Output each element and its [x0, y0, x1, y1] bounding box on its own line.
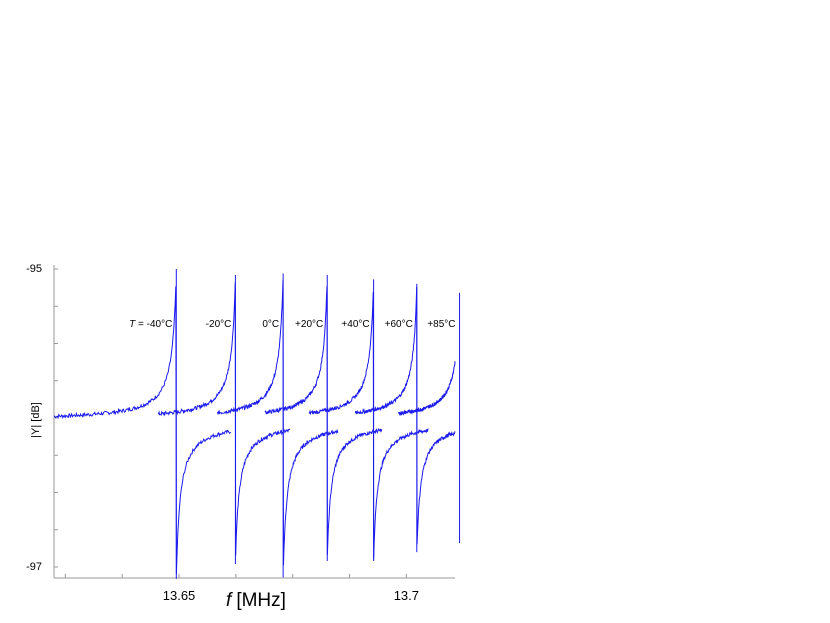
- resonance-curve: [216, 279, 339, 566]
- x-axis-variable: f: [226, 590, 233, 611]
- x-minor-ticks: [64, 574, 407, 578]
- resonance-curve: [157, 282, 291, 556]
- temperature-label: T = -40°C: [129, 319, 172, 330]
- resonance-curve: [53, 286, 232, 574]
- y-tick-label: -97: [26, 561, 42, 573]
- curves: [53, 269, 461, 579]
- y-minor-ticks: [54, 305, 58, 568]
- temperature-label: +40°C: [341, 319, 369, 330]
- temperature-label: 0°C: [262, 319, 279, 330]
- y-tick-label: -95: [26, 263, 42, 275]
- temperature-labels: T = -40°C -20°C 0°C +20°C +40°C +60°C +85°C: [129, 319, 455, 330]
- resonance-curve: [308, 291, 429, 560]
- x-tick-labels: 13.65 13.7: [163, 588, 419, 603]
- y-tick-labels: -95 -97: [26, 263, 58, 573]
- temperature-label: +60°C: [385, 319, 413, 330]
- x-axis-unit: [MHz]: [236, 590, 286, 611]
- temperature-label: -20°C: [206, 319, 232, 330]
- temperature-label: +85°C: [427, 319, 455, 330]
- y-axis-label: |Y| [dB]: [30, 402, 42, 438]
- temperature-label: +20°C: [295, 319, 323, 330]
- x-tick-label: 13.7: [394, 588, 419, 603]
- resonance-curve: [398, 361, 456, 417]
- plot-area: T = -40°C -20°C 0°C +20°C +40°C +60°C +85°C: [53, 265, 461, 579]
- x-tick-label: 13.65: [163, 588, 196, 603]
- x-axis-label: f [MHz]: [226, 590, 286, 611]
- resonance-curve: [354, 286, 456, 545]
- resonance-curve: [264, 285, 383, 555]
